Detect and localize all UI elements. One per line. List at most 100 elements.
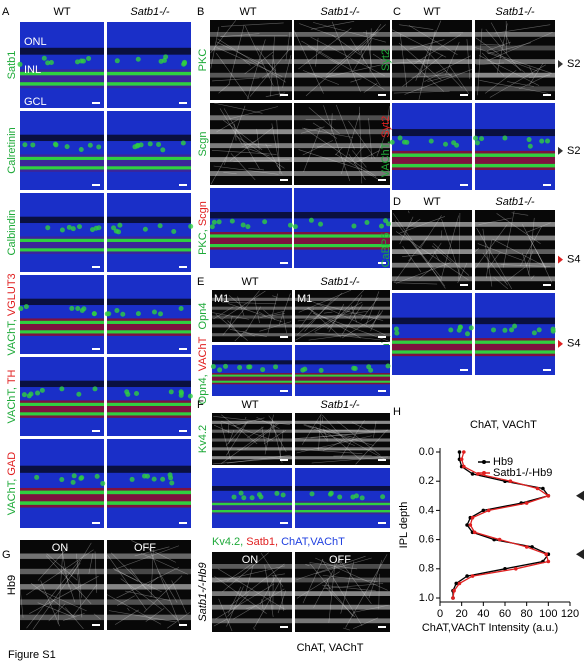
cell [179,390,185,396]
micrograph [20,193,104,272]
cell [45,60,51,66]
cell [100,480,106,486]
point [503,567,507,571]
fiber [352,604,389,613]
scale-bar [280,179,288,181]
fiber [215,314,248,341]
fiber [486,41,511,52]
band [475,86,555,92]
fiber [228,429,235,444]
band [475,317,555,325]
band [295,438,390,442]
fiber [269,313,285,317]
scale-bar [280,626,288,628]
cell [69,305,75,311]
cell [443,141,449,147]
cell [39,387,45,393]
point [454,581,459,586]
cell [539,138,545,144]
cell [187,393,193,399]
band [210,32,292,37]
fiber [435,55,471,74]
fiber [303,424,355,446]
fiber [120,578,163,610]
fiber [341,304,363,335]
scale-bar [92,624,100,626]
band [294,129,390,135]
scale-bar [460,184,468,186]
fiber [427,242,442,265]
band [107,238,191,242]
fiber [219,33,260,38]
fiber [394,257,412,282]
scale-bar [179,184,187,186]
band [107,614,191,621]
fiber [303,127,377,177]
micrograph-bg [210,188,292,268]
band [295,604,390,610]
micrograph-bg [20,357,104,436]
cell [241,495,247,501]
band [295,324,390,328]
band [392,72,472,78]
fiber [314,310,350,332]
fiber [474,224,508,269]
micrograph [474,210,555,290]
cell [351,223,357,229]
fiber [214,102,263,114]
band [20,320,104,324]
micrograph [475,20,555,100]
fiber [247,39,266,100]
stain-part: Opn4, [197,371,209,404]
band [295,380,390,383]
band [392,350,472,354]
band [295,591,390,596]
band [20,82,104,86]
band [475,249,555,254]
cell [70,226,76,232]
band [20,501,104,505]
fiber [140,553,189,575]
cell [378,223,384,229]
stain-part: Kv4.2 [197,425,209,453]
micrograph [293,20,390,100]
figure-label: Figure S1 [8,649,56,661]
fiber [341,313,382,339]
fiber [219,108,242,144]
column-label: WT [423,196,440,208]
fiber [301,40,385,90]
cell [389,139,395,145]
micrograph-bg [107,111,191,190]
fiber [145,608,165,622]
cell [160,476,166,482]
fiber [304,424,374,446]
fiber [220,420,274,441]
scale-bar [280,336,288,338]
fiber [304,300,332,332]
fiber [433,243,470,276]
band [392,86,472,92]
cell [114,58,120,64]
fiber [245,564,254,594]
band [212,420,292,424]
band [295,456,390,460]
fiber [522,252,531,277]
band [295,447,390,451]
band [212,306,292,310]
fiber [529,66,534,75]
stain-label: CaBP5 [380,233,392,268]
fiber [315,557,388,591]
fiber [353,39,373,71]
band [295,374,390,377]
fiber [225,422,247,446]
fiber [348,120,376,159]
band [392,276,472,282]
fiber [279,293,291,325]
band [475,153,555,157]
band [392,235,472,241]
band [107,216,191,224]
band [212,456,292,460]
micrograph [295,468,390,528]
fiber [352,150,367,168]
fiber [308,425,358,439]
